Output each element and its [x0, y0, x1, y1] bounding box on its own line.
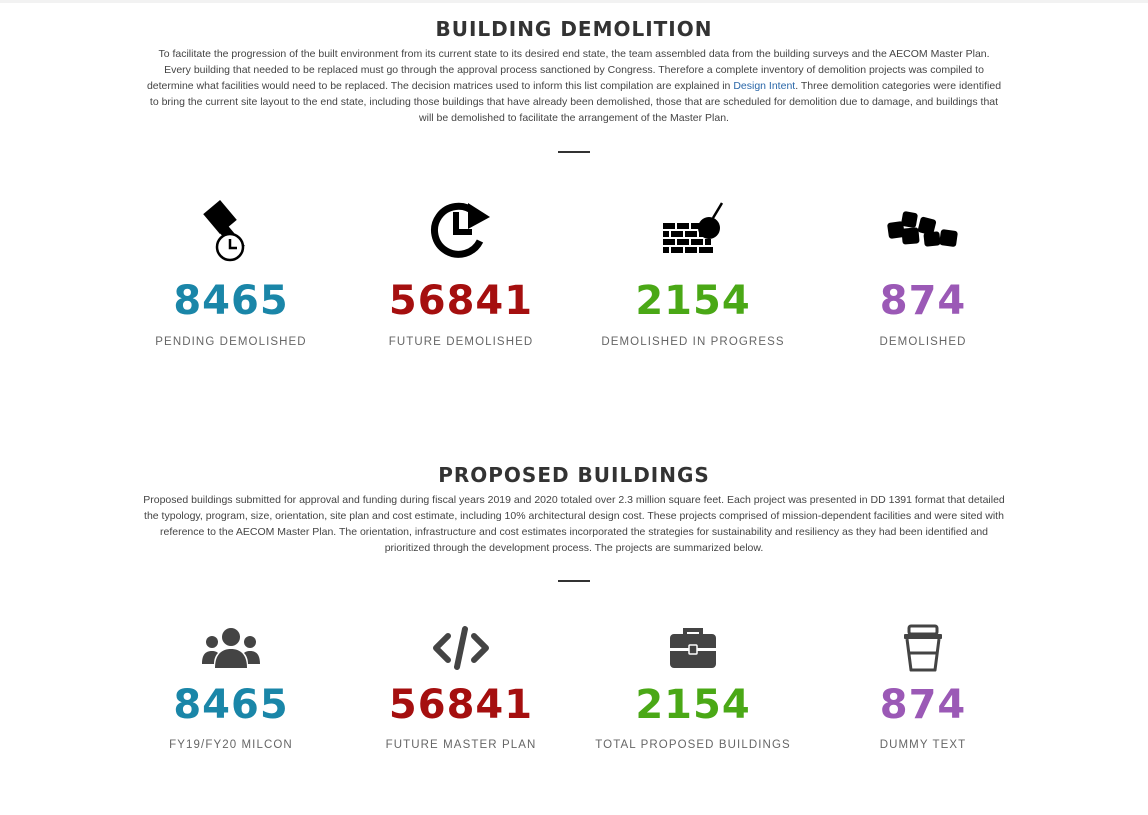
briefcase-icon [578, 620, 808, 676]
stat-value: 2154 [635, 682, 751, 728]
stat-demolished-in-progress: 2154 DEMOLISHED IN PROGRESS [578, 196, 808, 348]
stat-value: 56841 [388, 278, 534, 324]
stat-label: DEMOLISHED IN PROGRESS [601, 336, 785, 348]
section-divider [558, 151, 590, 153]
stat-future-demolished: 56841 FUTURE DEMOLISHED [346, 196, 576, 348]
stat-label: DUMMY TEXT [879, 739, 967, 751]
stat-value: 56841 [388, 682, 534, 728]
stat-label: DEMOLISHED [879, 336, 967, 348]
building-demolition-section: BUILDING DEMOLITION To facilitate the pr… [0, 16, 1148, 153]
proposed-stats: 8465 FY19/FY20 MILCON 56841 FUTURE MASTE… [0, 620, 1148, 800]
code-icon [346, 620, 576, 676]
stat-pending-demolished: 8465 PENDING DEMOLISHED [116, 196, 346, 348]
hammer-clock-icon [116, 196, 346, 264]
coffee-cup-icon [808, 620, 1038, 676]
description-text-continued: . Three demolition categories were ident… [149, 80, 1002, 124]
section-title: BUILDING DEMOLITION [435, 17, 713, 41]
stat-label: FUTURE DEMOLISHED [388, 336, 534, 348]
stat-value: 8465 [173, 278, 289, 324]
stat-value: 8465 [173, 682, 289, 728]
stat-demolished: 874 DEMOLISHED [808, 196, 1038, 348]
section-divider [558, 580, 590, 582]
stat-label: FY19/FY20 MILCON [169, 739, 293, 751]
stat-value: 874 [879, 682, 967, 728]
wrecking-ball-wall-icon [578, 196, 808, 264]
stat-label: PENDING DEMOLISHED [155, 336, 307, 348]
stat-label: TOTAL PROPOSED BUILDINGS [595, 739, 791, 751]
clock-refresh-icon [346, 196, 576, 264]
proposed-buildings-section: PROPOSED BUILDINGS Proposed buildings su… [0, 462, 1148, 582]
users-icon [116, 620, 346, 676]
rubble-icon [808, 196, 1038, 264]
stat-value: 874 [879, 278, 967, 324]
stat-dummy-text: 874 DUMMY TEXT [808, 620, 1038, 751]
demolition-stats: 8465 PENDING DEMOLISHED 56841 FUTURE DEM… [0, 196, 1148, 376]
stat-value: 2154 [635, 278, 751, 324]
section-title: PROPOSED BUILDINGS [438, 463, 710, 487]
section-description: Proposed buildings submitted for approva… [143, 494, 1005, 554]
top-bar [0, 0, 1148, 3]
design-intent-link[interactable]: Design Intent [733, 80, 796, 92]
stat-total-proposed-buildings: 2154 TOTAL PROPOSED BUILDINGS [578, 620, 808, 751]
stat-milcon: 8465 FY19/FY20 MILCON [116, 620, 346, 751]
description-text: To facilitate the progression of the bui… [146, 48, 990, 92]
section-description: To facilitate the progression of the bui… [144, 46, 1004, 126]
stat-label: FUTURE MASTER PLAN [385, 739, 537, 751]
stat-future-master-plan: 56841 FUTURE MASTER PLAN [346, 620, 576, 751]
